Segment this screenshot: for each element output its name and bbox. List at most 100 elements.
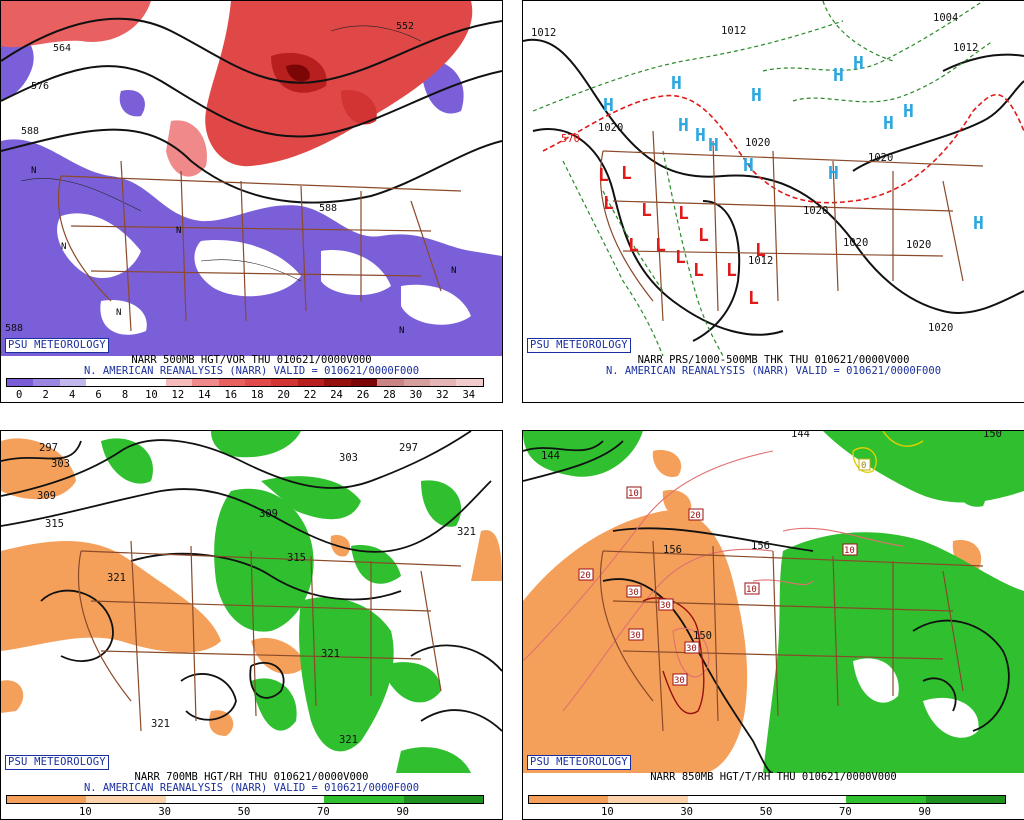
high-center: H [833, 65, 844, 86]
contour-label: 552 [396, 21, 414, 32]
vorticity-contours [20, 25, 422, 282]
high-center: H [883, 113, 894, 134]
contour-label: 297 [39, 442, 58, 454]
thickness-570-line [542, 93, 1024, 204]
temp-label: 30 [684, 641, 700, 654]
temp-label: 30 [672, 673, 688, 686]
scale-tick-label: 16 [224, 389, 238, 401]
n-symbol: N [61, 242, 66, 252]
vorticity-map: 564 576 588 588 552 588 N N N N N N [1, 1, 502, 356]
scale-tick-label: 18 [250, 389, 264, 401]
scale-tick-label: 2 [42, 389, 49, 401]
contour-label: 564 [53, 43, 71, 54]
scale-swatch [324, 796, 404, 803]
scale-swatch [244, 796, 325, 803]
vorticity-scale-ticks: 0 2 4 6 8 10 12 14 16 18 20 22 24 26 28 30 32 34 [6, 389, 482, 401]
panel-title: NARR 850MB HGT/T/RH THU 010621/0000V000 [650, 771, 897, 783]
scale-swatch [218, 379, 245, 386]
scale-tick-label: 32 [436, 389, 449, 401]
state-boundaries [77, 540, 462, 732]
high-center: H [695, 125, 706, 146]
isotherms [523, 450, 904, 712]
svg-text:30: 30 [686, 644, 697, 654]
scale-tick-label: 70 [839, 806, 852, 818]
panel-pressure-thickness: 1012 1012 1020 1020 1020 1020 1020 1020 … [522, 0, 1024, 403]
scale-swatch [766, 796, 847, 803]
low-center: L [755, 240, 766, 261]
high-center: H [678, 115, 689, 136]
moist-islands [853, 658, 979, 738]
scale-tick-label: 10 [601, 806, 614, 818]
svg-text:30: 30 [628, 588, 639, 598]
low-center: L [726, 260, 737, 281]
panel-title: NARR 500MB HGT/VOR THU 010621/0000V000 [131, 354, 372, 366]
contour-label: 1012 [531, 27, 556, 39]
svg-text:20: 20 [580, 571, 591, 581]
scale-swatch [403, 796, 483, 803]
scale-swatch [192, 379, 219, 386]
height-contours [523, 440, 1010, 773]
high-center: H [743, 155, 754, 176]
high-center: H [671, 73, 682, 94]
scale-tick-label: 50 [759, 806, 773, 818]
temp-label: 30 [628, 628, 644, 641]
panel-valid-line: N. AMERICAN REANALYSIS (NARR) VALID = 01… [83, 782, 420, 794]
scale-tick-label: 14 [198, 389, 211, 401]
vorticity-color-scale [6, 378, 484, 387]
contour-label: 1012 [953, 42, 978, 54]
contour-label: 144 [791, 431, 810, 440]
temp-label: 10 [626, 486, 642, 499]
height-labels: 297 303 309 315 321 309 315 321 321 321 … [37, 442, 476, 746]
temp-label: 10 [842, 543, 858, 556]
panel-700mb-rh: 297 303 309 315 321 309 315 321 321 321 … [0, 430, 503, 820]
scale-swatch [846, 796, 926, 803]
contour-label: 321 [151, 718, 170, 730]
svg-text:30: 30 [660, 601, 671, 611]
high-center: H [708, 135, 719, 156]
contour-label: 303 [339, 452, 358, 464]
scale-swatch [112, 379, 140, 386]
scale-tick-label: 10 [79, 806, 92, 818]
scale-swatch [59, 379, 87, 386]
temp-label: 10 [744, 582, 760, 595]
pressure-map: 1012 1012 1020 1020 1020 1020 1020 1020 … [523, 1, 1024, 356]
scale-tick-label: 24 [330, 389, 343, 401]
n-symbol: N [176, 226, 181, 236]
n-symbol: N [31, 166, 36, 176]
scale-tick-label: 26 [356, 389, 370, 401]
scale-tick-label: 10 [145, 389, 158, 401]
thickness-contours [532, 1, 994, 356]
contour-label: 303 [51, 458, 70, 470]
contour-label: 588 [5, 323, 23, 334]
scale-tick-label: 12 [171, 389, 185, 401]
contour-label: 588 [21, 126, 39, 137]
svg-text:20: 20 [690, 511, 701, 521]
scale-swatch [324, 379, 351, 386]
contour-label: 297 [399, 442, 418, 454]
contour-label: 1020 [598, 122, 623, 134]
scale-swatch [33, 379, 60, 386]
contour-label: 309 [37, 490, 56, 502]
contour-label: 315 [45, 518, 64, 530]
low-center: L [621, 163, 632, 184]
scale-tick-label: 8 [121, 389, 129, 401]
scale-tick-label: 4 [68, 389, 76, 401]
contour-label: 1020 [906, 239, 931, 251]
low-center: L [655, 235, 666, 256]
high-center: H [973, 213, 984, 234]
contour-label: 1020 [745, 137, 770, 149]
contour-label: 1020 [803, 205, 828, 217]
scale-swatch [7, 796, 87, 803]
scale-swatch [165, 379, 193, 386]
scale-tick-label: 6 [95, 389, 102, 401]
high-center: H [603, 95, 614, 116]
contour-label: 150 [983, 431, 1002, 440]
scale-tick-label: 22 [303, 389, 317, 401]
scale-swatch [244, 379, 272, 386]
contour-label: 315 [287, 552, 306, 564]
scale-tick-label: 30 [680, 806, 693, 818]
panel-500mb-vorticity: 564 576 588 588 552 588 N N N N N N PSU … [0, 0, 503, 403]
contour-label: 1020 [868, 152, 893, 164]
low-center: L [603, 193, 614, 214]
temp-label: 20 [578, 568, 594, 581]
